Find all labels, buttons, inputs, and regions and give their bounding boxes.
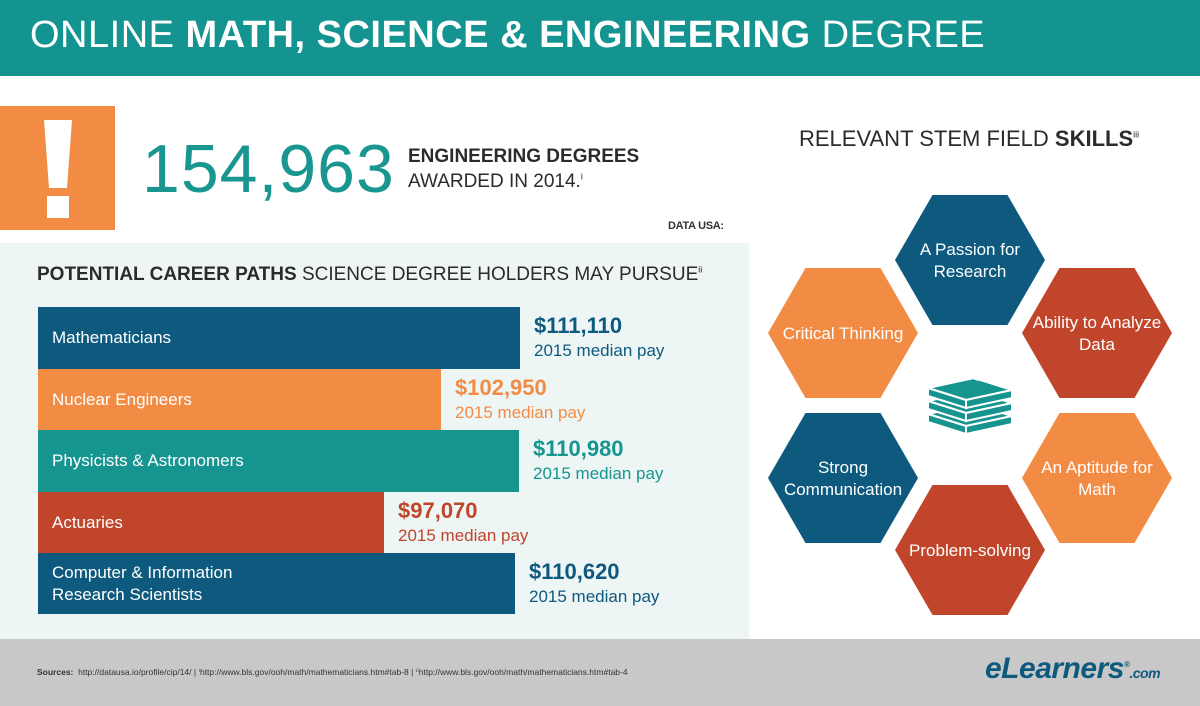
bar-label: Actuaries	[52, 513, 123, 532]
book-stack-icon	[924, 375, 1016, 436]
skill-label: An Aptitude for	[1041, 458, 1153, 477]
exclamation-icon	[44, 120, 72, 218]
stat-label-bold: ENGINEERING DEGREES	[408, 146, 640, 167]
value-label: $102,950	[455, 375, 547, 400]
skill-hexagon	[768, 268, 918, 398]
bar-label: Computer & Information Research Scientis…	[52, 563, 233, 604]
skill-label: Math	[1078, 480, 1116, 499]
data-source-label: DATA USA:	[668, 220, 724, 232]
value-label: $110,620	[529, 559, 620, 584]
skill-hexagon	[1022, 413, 1172, 543]
skills-title: RELEVANT STEM FIELD SKILLSiii	[799, 126, 1140, 151]
skill-label: Data	[1079, 335, 1115, 354]
brand-logo: eLearners®.com	[985, 652, 1161, 685]
skill-label: Problem-solving	[909, 541, 1031, 560]
skill-label: Research	[934, 262, 1007, 281]
sources-text: Sources: http://datausa.io/profile/cip/1…	[37, 667, 628, 677]
skill-label: A Passion for	[920, 240, 1021, 259]
bar-0: Mathematicians	[38, 307, 520, 369]
value-label: $111,110	[534, 313, 623, 338]
value-label: $97,070	[398, 498, 478, 523]
alert-box	[0, 106, 115, 230]
skill-label: Ability to Analyze	[1033, 313, 1162, 332]
skill-hexagon	[895, 195, 1045, 325]
footer	[0, 639, 1200, 706]
bar-label: Physicists & Astronomers	[52, 451, 244, 470]
bar-label: Nuclear Engineers	[52, 390, 192, 409]
bar-3: Actuaries	[38, 492, 384, 553]
skill-hexagon	[895, 485, 1045, 615]
page-title: ONLINE MATH, SCIENCE & ENGINEERING DEGRE…	[30, 14, 986, 56]
skill-label: Communication	[784, 480, 902, 499]
skill-label: Strong	[818, 458, 868, 477]
value-sublabel: 2015 median pay	[533, 464, 664, 483]
bar-label: Mathematicians	[52, 328, 172, 347]
bar-2: Physicists & Astronomers	[38, 430, 519, 492]
value-sublabel: 2015 median pay	[529, 587, 660, 606]
skills-hexagon-cluster: A Passion for Research Critical Thinking Ab…	[768, 195, 1172, 615]
skill-label: Critical Thinking	[783, 324, 904, 343]
value-sublabel: 2015 median pay	[534, 341, 665, 360]
career-title: POTENTIAL CAREER PATHS SCIENCE DEGREE HO…	[37, 264, 703, 285]
skill-hexagon	[1022, 268, 1172, 398]
header-banner: ONLINE MATH, SCIENCE & ENGINEERING DEGRE…	[0, 0, 1200, 76]
stat-label: AWARDED IN 2014.i	[408, 171, 583, 192]
bar-4: Computer & Information Research Scientis…	[38, 553, 515, 614]
value-label: $110,980	[533, 436, 624, 461]
skill-hexagon	[768, 413, 918, 543]
bar-1: Nuclear Engineers	[38, 369, 441, 430]
stat-number: 154,963	[142, 131, 395, 207]
value-sublabel: 2015 median pay	[455, 403, 586, 422]
value-sublabel: 2015 median pay	[398, 526, 529, 545]
